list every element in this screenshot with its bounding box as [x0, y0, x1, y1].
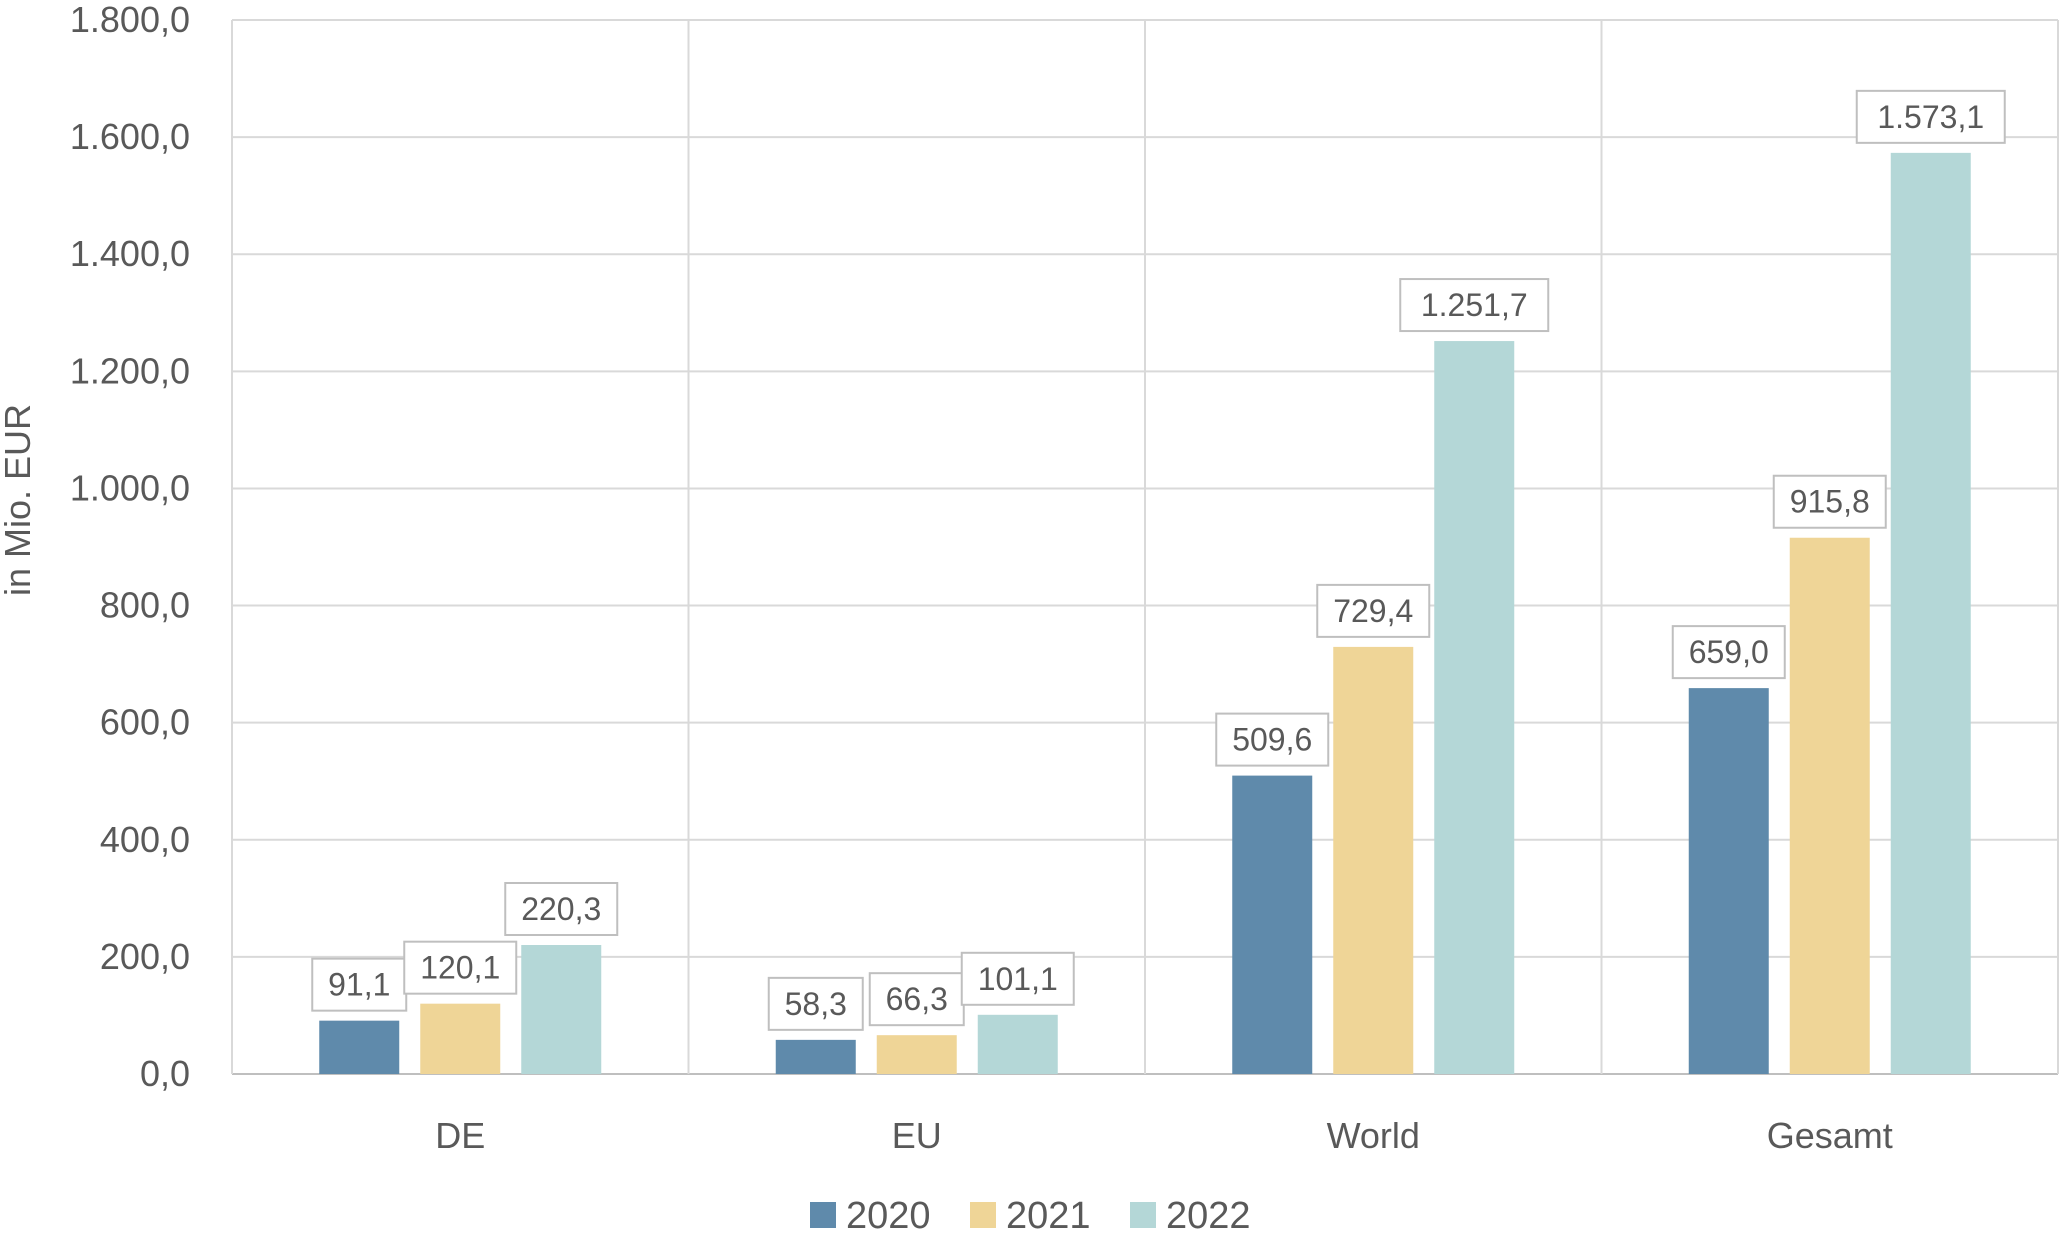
y-tick-label: 600,0 [100, 702, 190, 743]
legend-swatch-2021 [970, 1202, 996, 1228]
data-label: 120,1 [420, 950, 500, 986]
data-label: 659,0 [1689, 634, 1769, 670]
y-tick-label: 800,0 [100, 585, 190, 626]
bar-eu-2020 [775, 1039, 856, 1074]
axis-layer: 0,0 200,0 400,0 600,0 800,0 1.000,0 1.200,0 1.4… [70, 0, 1893, 1156]
data-label: 58,3 [785, 986, 847, 1022]
y-tick-label: 1.200,0 [70, 350, 190, 391]
data-label: 101,1 [978, 961, 1058, 997]
y-tick-label: 0,0 [140, 1053, 190, 1094]
data-label: 915,8 [1790, 484, 1870, 520]
y-tick-label: 1.000,0 [70, 467, 190, 508]
legend-label: 2020 [846, 1195, 931, 1237]
data-label-box [868, 972, 965, 1027]
bars-layer [319, 152, 1971, 1074]
legend: 2020 2021 2022 [810, 1195, 1251, 1237]
data-label-box [767, 976, 864, 1031]
data-label-box [1772, 474, 1887, 529]
legend-swatch-2020 [810, 1202, 836, 1228]
data-label-box [1215, 712, 1330, 767]
bar-eu-2022 [977, 1014, 1058, 1074]
data-label-box [504, 882, 619, 937]
x-category-label: EU [892, 1115, 942, 1156]
bar-world-2022 [1434, 341, 1515, 1074]
data-labels-layer: 91,1 120,1 220,3 58,3 66,3 101,1 509,6 729,4 1.2… [311, 89, 2006, 1031]
y-tick-label: 200,0 [100, 936, 190, 977]
bar-de-2022 [521, 945, 602, 1074]
data-label: 509,6 [1232, 722, 1312, 758]
data-label-box [1671, 625, 1786, 680]
bar-gesamt-2022 [1890, 152, 1971, 1074]
y-tick-label: 1.400,0 [70, 233, 190, 274]
data-label: 66,3 [886, 981, 948, 1017]
y-tick-label: 1.600,0 [70, 116, 190, 157]
bar-world-2021 [1333, 646, 1414, 1074]
data-label: 1.251,7 [1421, 287, 1528, 323]
data-label: 729,4 [1333, 593, 1413, 629]
y-axis-title: in Mio. EUR [0, 404, 38, 596]
x-category-label: DE [435, 1115, 485, 1156]
bar-gesamt-2020 [1688, 688, 1769, 1074]
data-label: 1.573,1 [1877, 99, 1984, 135]
bar-de-2021 [420, 1003, 501, 1074]
data-label-box [1855, 89, 2006, 144]
data-label-box [960, 951, 1075, 1006]
data-label-box [1399, 278, 1550, 333]
legend-swatch-2022 [1130, 1202, 1156, 1228]
bar-world-2020 [1232, 775, 1313, 1074]
legend-label: 2022 [1166, 1195, 1251, 1237]
bar-gesamt-2021 [1789, 537, 1870, 1074]
data-label: 220,3 [521, 891, 601, 927]
y-tick-label: 400,0 [100, 819, 190, 860]
legend-label: 2021 [1006, 1195, 1091, 1237]
data-label: 91,1 [328, 967, 390, 1003]
data-label-box [403, 940, 518, 995]
data-label-box [311, 957, 408, 1012]
x-category-label: Gesamt [1767, 1115, 1893, 1156]
bar-eu-2021 [876, 1035, 957, 1074]
x-category-label: World [1327, 1115, 1420, 1156]
data-label-box [1316, 583, 1431, 638]
y-tick-label: 1.800,0 [70, 0, 190, 40]
grid-layer [231, 19, 2059, 1075]
bar-de-2020 [319, 1020, 400, 1074]
